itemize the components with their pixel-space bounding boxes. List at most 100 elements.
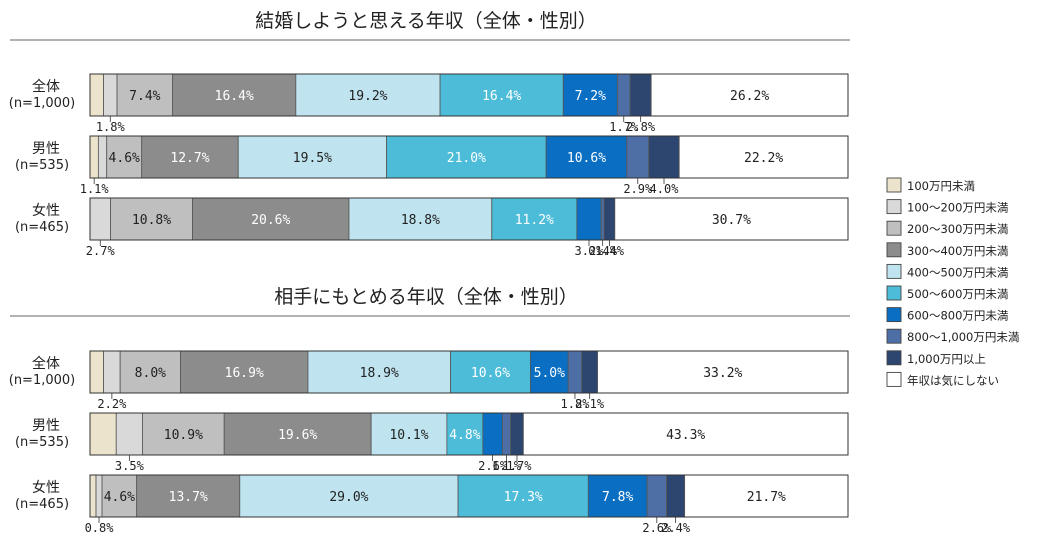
legend-label: 500～600万円未満 — [907, 287, 1008, 301]
bar-segment — [89, 412, 117, 456]
bar-segment — [501, 412, 512, 456]
data-label: 4.6% — [109, 151, 140, 166]
bar-segment — [491, 197, 578, 241]
bar-segment — [603, 197, 616, 241]
data-label-outside: 2.8% — [626, 120, 656, 134]
data-label: 18.9% — [360, 366, 399, 381]
legend-label: 100～200万円未満 — [907, 201, 1008, 215]
bar-segment — [581, 350, 598, 394]
data-label: 7.8% — [602, 490, 633, 505]
bar-segment — [545, 135, 628, 179]
bar-segment — [576, 197, 602, 241]
data-label-outside: 2.9% — [623, 182, 653, 196]
data-label: 4.8% — [449, 428, 480, 443]
legend-label: 1,000万円以上 — [907, 352, 986, 366]
legend-swatch — [886, 242, 902, 258]
data-label: 22.2% — [744, 151, 783, 166]
bar-segment — [348, 197, 493, 241]
legend-swatch — [886, 307, 902, 323]
bar-segment — [530, 350, 569, 394]
data-label: 10.6% — [471, 366, 510, 381]
bar-segment — [89, 197, 111, 241]
data-label-outside: 2.2% — [97, 397, 127, 411]
data-label: 5.0% — [534, 366, 565, 381]
bar-segment — [119, 350, 181, 394]
data-label: 7.4% — [129, 89, 160, 104]
legend-swatch — [886, 263, 902, 279]
data-label: 10.8% — [132, 213, 171, 228]
data-label: 11.2% — [515, 213, 554, 228]
chart-title: 相手にもとめる年収（全体・性別） — [274, 286, 578, 308]
data-label: 20.6% — [251, 213, 290, 228]
data-label: 8.0% — [135, 366, 166, 381]
category-n: (n=1,000) — [9, 96, 76, 111]
bar-segment — [600, 197, 605, 241]
legend-label: 200～300万円未満 — [907, 222, 1008, 236]
bar-segment — [103, 350, 121, 394]
bar-segment — [510, 412, 524, 456]
bar-segment — [678, 135, 849, 179]
data-label-outside: 1.1% — [80, 182, 110, 196]
category-n: (n=465) — [15, 497, 69, 512]
bar-segment — [89, 135, 99, 179]
bar-segment — [567, 350, 583, 394]
data-label-outside: 1.4% — [595, 244, 625, 258]
bar-segment — [616, 73, 631, 117]
bar-outline — [89, 412, 849, 456]
data-label: 17.3% — [504, 490, 543, 505]
bar-segment — [142, 412, 225, 456]
data-label-outside: 0.4% — [588, 244, 618, 258]
bar-outline — [89, 135, 849, 179]
legend-label: 800～1,000万円未満 — [907, 330, 1019, 344]
data-label-outside: 3.2% — [575, 244, 605, 258]
legend-swatch — [886, 328, 902, 344]
data-label-outside: 0.8% — [85, 521, 115, 535]
bar-segment — [629, 73, 652, 117]
data-label: 10.1% — [389, 428, 428, 443]
data-label: 43.3% — [666, 428, 705, 443]
data-label: 29.0% — [329, 490, 368, 505]
category-label: 女性 — [32, 202, 60, 219]
bar-segment — [115, 412, 143, 456]
bar-segment — [97, 135, 108, 179]
category-label: 女性 — [32, 479, 60, 496]
category-n: (n=465) — [15, 220, 69, 235]
data-label-outside: 1.1% — [492, 459, 522, 473]
data-label: 21.7% — [747, 490, 786, 505]
category-n: (n=1,000) — [9, 373, 76, 388]
data-label: 4.6% — [104, 490, 135, 505]
data-label-outside: 1.8% — [96, 120, 126, 134]
data-label-outside: 2.6% — [642, 521, 672, 535]
bar-segment — [648, 135, 680, 179]
bar-segment — [89, 73, 104, 117]
data-label-outside: 2.7% — [86, 244, 116, 258]
legend-swatch — [886, 285, 902, 301]
legend-swatch — [886, 220, 902, 236]
bar-segment — [597, 350, 849, 394]
data-label-outside: 2.1% — [575, 397, 605, 411]
data-label: 19.2% — [348, 89, 387, 104]
legend-swatch — [886, 371, 902, 387]
data-label-outside: 3.5% — [115, 459, 145, 473]
bar-segment — [307, 350, 451, 394]
data-label: 7.2% — [575, 89, 606, 104]
category-n: (n=535) — [15, 158, 69, 173]
bar-segment — [650, 73, 849, 117]
data-label-outside: 4.0% — [650, 182, 680, 196]
bar-outline — [89, 197, 849, 241]
bar-segment — [223, 412, 372, 456]
bar-outline — [89, 474, 849, 518]
bar-segment — [89, 350, 104, 394]
legend-label: 年収は気にしない — [907, 373, 999, 387]
bar-segment — [89, 474, 97, 518]
bar-segment — [95, 474, 103, 518]
bar-segment — [103, 73, 118, 117]
data-label: 19.6% — [278, 428, 317, 443]
legend-label: 100万円未満 — [907, 179, 975, 193]
data-label: 19.5% — [293, 151, 332, 166]
data-label: 16.4% — [482, 89, 521, 104]
data-label-outside: 2.6% — [478, 459, 508, 473]
data-label: 18.8% — [401, 213, 440, 228]
